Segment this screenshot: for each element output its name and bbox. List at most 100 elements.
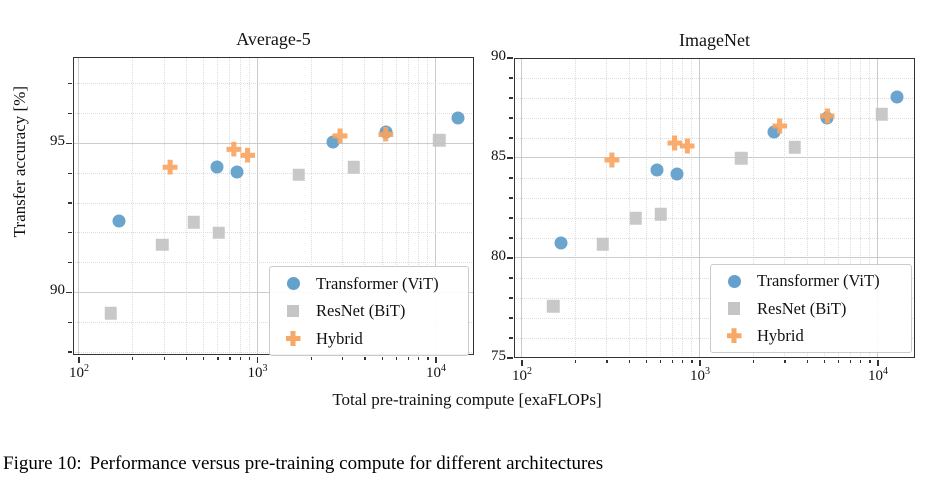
data-point-plus bbox=[226, 141, 242, 157]
gridline-minor-y bbox=[73, 232, 474, 234]
y-minor-tick bbox=[509, 137, 513, 139]
gridline-minor-x bbox=[753, 58, 755, 358]
data-point-plus bbox=[162, 159, 178, 175]
x-tick-label: 104 bbox=[426, 363, 446, 381]
gridline-minor-x bbox=[163, 57, 165, 355]
gridline-minor-x bbox=[407, 57, 409, 355]
data-point-plus bbox=[240, 147, 256, 163]
x-tick-label: 103 bbox=[247, 363, 268, 381]
data-point-square bbox=[654, 207, 667, 221]
plot-grid bbox=[514, 58, 915, 358]
circle-icon bbox=[727, 274, 741, 288]
y-minor-tick bbox=[509, 237, 513, 239]
legend-marker bbox=[270, 331, 316, 346]
y-minor-tick bbox=[509, 177, 513, 179]
x-minor-tick bbox=[691, 359, 693, 363]
gridline-minor-y bbox=[73, 172, 474, 174]
data-point-plus bbox=[604, 152, 620, 168]
gridline-minor-x bbox=[682, 58, 684, 358]
x-minor-tick bbox=[229, 356, 231, 360]
y-minor-tick bbox=[68, 262, 72, 264]
legend-label: Transformer (ViT) bbox=[316, 273, 439, 293]
legend-label: ResNet (BiT) bbox=[316, 301, 406, 320]
gridline-minor-x bbox=[860, 58, 862, 358]
x-tick-label: 102 bbox=[512, 366, 532, 384]
legend-marker bbox=[711, 302, 757, 315]
gridline-minor-y bbox=[73, 113, 474, 115]
legend-label: Transformer (ViT) bbox=[757, 271, 880, 291]
gridline-minor-x bbox=[838, 58, 839, 358]
plot-points bbox=[73, 57, 474, 355]
gridline-minor-x bbox=[229, 57, 231, 355]
figure-caption: Figure 10: Performance versus pre-trainin… bbox=[3, 453, 603, 475]
gridline-major-y bbox=[514, 257, 915, 259]
x-minor-tick bbox=[310, 356, 312, 360]
data-point-square bbox=[629, 211, 642, 225]
data-point-square bbox=[347, 161, 360, 174]
gridline-minor-x bbox=[671, 58, 673, 358]
plot-title-imagenet: ImageNet bbox=[679, 30, 750, 50]
legend-marker bbox=[270, 277, 316, 290]
x-minor-tick bbox=[806, 359, 808, 363]
y-minor-tick bbox=[68, 202, 72, 204]
x-minor-tick bbox=[645, 359, 648, 363]
legend-label: Hybrid bbox=[757, 325, 804, 345]
data-point-circle bbox=[112, 214, 126, 228]
gridline-minor-x bbox=[364, 57, 366, 355]
gridline-minor-x bbox=[248, 57, 250, 355]
y-minor-tick bbox=[68, 172, 72, 174]
gridline-minor-y bbox=[73, 202, 474, 204]
y-tick-label: 80 bbox=[491, 248, 506, 264]
gridline-minor-y bbox=[514, 137, 915, 139]
x-major-tick bbox=[256, 356, 259, 363]
x-minor-tick bbox=[163, 356, 165, 360]
gridline-minor-x bbox=[381, 57, 383, 355]
x-minor-tick bbox=[132, 356, 134, 360]
gridline-minor-y bbox=[514, 117, 915, 119]
x-minor-tick bbox=[660, 359, 662, 363]
gridline-minor-x bbox=[784, 58, 786, 358]
x-tick-label: 104 bbox=[868, 366, 888, 384]
data-point-square bbox=[292, 168, 305, 181]
gridline-minor-x bbox=[427, 57, 429, 355]
data-point-square bbox=[596, 237, 610, 251]
y-minor-tick bbox=[68, 232, 72, 234]
data-point-square bbox=[734, 151, 748, 165]
y-minor-tick bbox=[68, 351, 72, 353]
plot-points bbox=[514, 58, 915, 358]
gridline-major-x bbox=[521, 58, 523, 358]
legend-imagenet: Transformer (ViT) ResNet (BiT) Hybrid bbox=[710, 264, 912, 353]
gridline-minor-x bbox=[395, 57, 397, 355]
gridline-minor-x bbox=[217, 57, 219, 355]
legend-average-5: Transformer (ViT) ResNet (BiT) Hybrid bbox=[269, 266, 469, 356]
data-point-square bbox=[212, 226, 225, 240]
x-minor-tick bbox=[239, 356, 241, 360]
plot-title-average-5: Average-5 bbox=[236, 29, 311, 49]
data-point-square bbox=[187, 216, 200, 229]
x-minor-tick bbox=[784, 359, 786, 363]
data-point-plus bbox=[667, 135, 683, 151]
data-point-square bbox=[875, 107, 889, 121]
x-minor-tick bbox=[628, 359, 630, 363]
y-major-tick bbox=[506, 257, 513, 259]
x-minor-tick bbox=[407, 356, 410, 360]
gridline-minor-x bbox=[628, 58, 630, 358]
figure-caption-number: Figure 10: bbox=[3, 453, 82, 474]
x-minor-tick bbox=[753, 359, 755, 363]
data-point-circle bbox=[650, 163, 664, 177]
x-minor-tick bbox=[342, 356, 344, 360]
data-point-circle bbox=[210, 160, 224, 174]
gridline-minor-y bbox=[514, 97, 915, 99]
data-point-circle bbox=[890, 90, 904, 104]
legend-label: ResNet (BiT) bbox=[757, 298, 847, 318]
x-minor-tick bbox=[671, 359, 674, 363]
x-minor-tick bbox=[849, 359, 852, 363]
y-minor-tick bbox=[68, 113, 72, 115]
data-point-circle bbox=[670, 167, 684, 181]
gridline-minor-x bbox=[806, 58, 808, 358]
plus-icon bbox=[726, 328, 742, 344]
legend-marker bbox=[711, 274, 757, 288]
y-major-tick bbox=[506, 57, 513, 59]
gridline-minor-x bbox=[606, 58, 608, 358]
